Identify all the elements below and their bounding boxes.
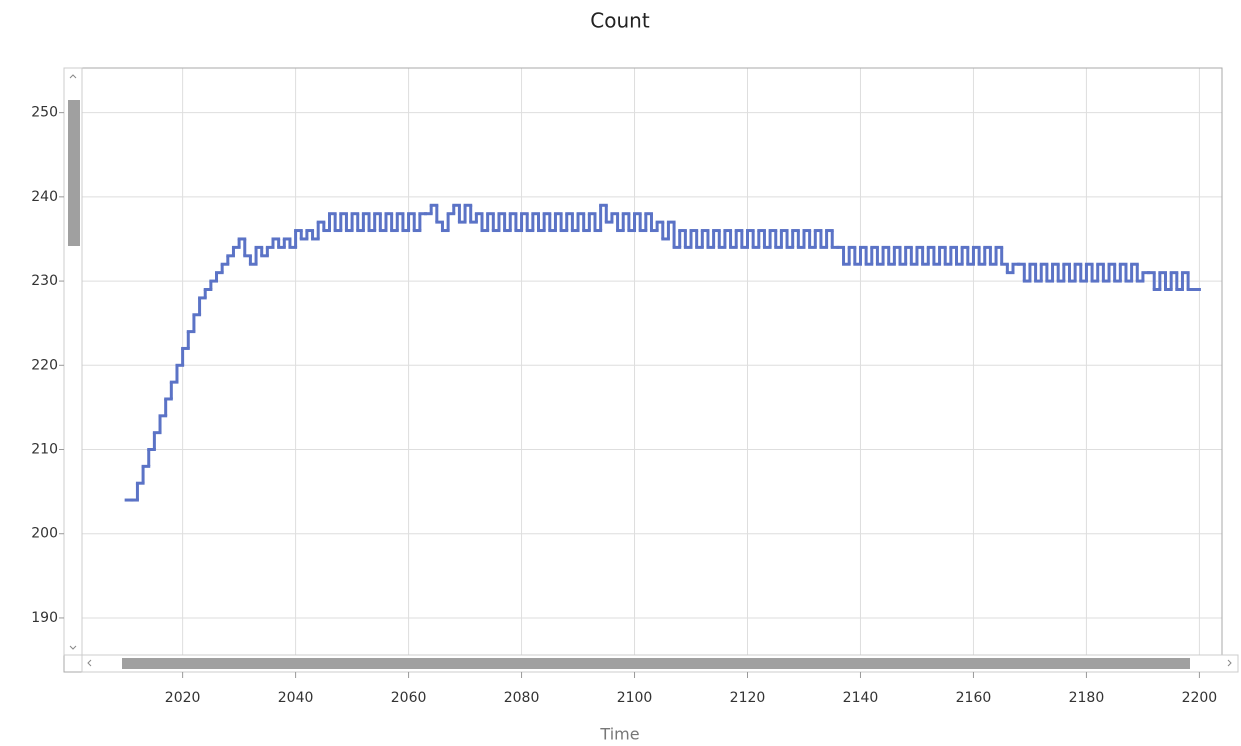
- x-tick-label: 2100: [617, 690, 653, 706]
- chart-title: Count: [590, 9, 650, 33]
- scroll-right-arrow[interactable]: [1227, 659, 1232, 667]
- scroll-thumb[interactable]: [122, 658, 1190, 669]
- plot-area: [124, 203, 1201, 502]
- y-tick-label: 220: [31, 357, 58, 373]
- vertical-scrollbar[interactable]: [63, 67, 83, 656]
- horizontal-scrollbar[interactable]: [81, 654, 1239, 673]
- y-tick-label: 250: [31, 105, 58, 121]
- scroll-down-arrow[interactable]: [69, 645, 77, 650]
- grid: [64, 68, 1222, 655]
- x-tick-label: 2160: [956, 690, 992, 706]
- y-tick-label: 200: [31, 526, 58, 542]
- x-tick-label: 2120: [730, 690, 766, 706]
- x-tick-label: 2140: [843, 690, 879, 706]
- x-tick-label: 2040: [278, 690, 314, 706]
- y-tick-label: 190: [31, 610, 58, 626]
- scroll-left-arrow[interactable]: [87, 659, 92, 667]
- x-tick-label: 2180: [1069, 690, 1105, 706]
- x-tick-label: 2020: [165, 690, 201, 706]
- x-tick-label: 2060: [391, 690, 427, 706]
- plot-frame: [63, 67, 1223, 673]
- scroll-up-arrow[interactable]: [69, 74, 77, 79]
- x-tick-label: 2200: [1182, 690, 1218, 706]
- y-tick-label: 230: [31, 273, 58, 289]
- x-tick-label: 2080: [504, 690, 540, 706]
- x-axis-title: Time: [599, 725, 639, 744]
- y-tick-label: 210: [31, 442, 58, 458]
- y-tick-label: 240: [31, 189, 58, 205]
- scroll-thumb[interactable]: [68, 100, 80, 246]
